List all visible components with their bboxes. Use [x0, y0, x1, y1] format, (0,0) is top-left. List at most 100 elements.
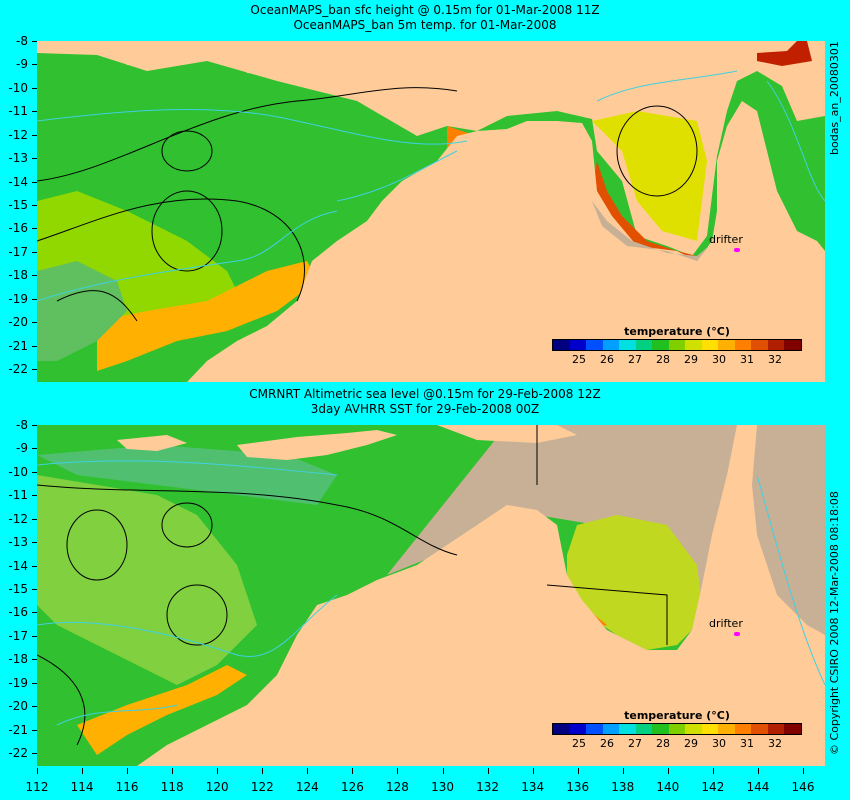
latitude-tick-mark [32, 635, 37, 637]
colorbar-segment [586, 724, 603, 734]
longitude-tick-mark [487, 768, 489, 774]
longitude-tick-mark [532, 768, 534, 774]
gulf-warm-water [567, 515, 702, 650]
longitude-tick-label: 134 [521, 780, 545, 794]
drifter-marker[interactable] [734, 632, 740, 636]
top-temperature-legend: temperature (°C) 25 26 27 28 29 30 31 32 [552, 325, 802, 366]
latitude-tick-mark [32, 612, 37, 614]
latitude-tick-mark [32, 134, 37, 136]
longitude-tick-mark [397, 768, 399, 774]
latitude-tick-mark [32, 448, 37, 450]
latitude-tick-label: -14 [8, 558, 28, 573]
colorbar-segment [569, 724, 587, 734]
longitude-tick-label: 126 [340, 780, 364, 794]
latitude-tick-label: -22 [8, 746, 28, 760]
legend-tick-label: 27 [628, 737, 642, 750]
colorbar-segment [652, 340, 669, 350]
latitude-tick-mark [32, 251, 37, 253]
latitude-tick-label: -19 [8, 675, 28, 690]
longitude-tick-mark [803, 768, 804, 774]
bottom-map-panel[interactable]: drifter temperature (°C) 25 26 27 28 29 30 31 3… [37, 425, 825, 766]
latitude-tick-mark [32, 753, 37, 754]
australia-landmass [137, 425, 825, 766]
bottom-map [37, 425, 825, 766]
legend-tick-labels: 25 26 27 28 29 30 31 32 [552, 351, 802, 366]
sea-level-contours [37, 425, 668, 746]
legend-tick-label: 32 [768, 737, 782, 750]
longitude-tick-mark [217, 768, 219, 774]
copyright-timestamp-label: © Copyright CSIRO 2008 12-Mar-2008 08:18… [828, 491, 841, 755]
latitude-tick-mark [32, 425, 37, 426]
latitude-tick-label: -13 [8, 535, 28, 550]
colorbar-segment [767, 724, 785, 734]
legend-tick-label: 27 [628, 353, 642, 366]
cool-patch-south [37, 261, 127, 361]
latitude-tick-mark [32, 471, 37, 473]
drifter-marker[interactable] [734, 248, 740, 252]
north-cool-scatter [37, 445, 337, 505]
longitude-tick-label: 116 [115, 780, 139, 794]
longitude-tick-label: 112 [25, 780, 49, 794]
colorbar-segment [751, 340, 768, 350]
drifter-label: drifter [709, 233, 743, 246]
longitude-tick-label: 146 [791, 780, 815, 794]
colorbar-segment [619, 340, 636, 350]
gulf-warm-water [592, 111, 707, 241]
latitude-tick-label: -9 [16, 441, 28, 456]
latitude-tick-label: -14 [8, 174, 28, 189]
latitude-tick-label: -8 [16, 34, 28, 48]
latitude-tick-label: -10 [8, 464, 28, 479]
latitude-tick-mark [32, 729, 37, 731]
longitude-tick-mark [172, 768, 174, 774]
top-run-id-label: bodas_an_20080301 [828, 41, 841, 155]
latitude-tick-label: -12 [8, 511, 28, 526]
colorbar-segment [569, 340, 587, 350]
no-data-shelf [592, 201, 709, 261]
island-png [737, 41, 797, 53]
latitude-tick-mark [32, 518, 37, 520]
latitude-tick-label: -15 [8, 198, 28, 212]
latitude-tick-label: -21 [8, 722, 28, 737]
latitude-tick-mark [32, 41, 37, 42]
latitude-tick-mark [32, 228, 37, 230]
bottom-title-line2: 3day AVHRR SST for 29-Feb-2008 00Z [310, 402, 540, 416]
latitude-tick-mark [32, 706, 37, 708]
bathymetry-contours [37, 70, 825, 302]
sea-level-contours [37, 87, 698, 322]
island-north [437, 41, 577, 59]
colorbar [552, 339, 802, 351]
legend-tick-label: 29 [684, 737, 698, 750]
latitude-tick-mark [32, 322, 37, 324]
colorbar-segment [701, 340, 719, 350]
latitude-tick-mark [32, 181, 37, 183]
latitude-tick-mark [32, 495, 37, 497]
latitude-tick-mark [32, 298, 37, 300]
longitude-tick-label: 122 [250, 780, 274, 794]
top-map-panel[interactable]: drifter temperature (°C) 25 26 27 28 29 30 31 3… [37, 41, 825, 382]
australia-landmass [187, 101, 825, 382]
latitude-tick-label: -16 [8, 221, 28, 236]
colorbar-segment [553, 724, 570, 734]
latitude-tick-label: -18 [8, 268, 28, 283]
colorbar-segment [652, 724, 669, 734]
legend-tick-label: 26 [600, 353, 614, 366]
longitude-tick-mark [37, 768, 38, 774]
longitude-tick-mark [352, 768, 354, 774]
latitude-tick-label: -22 [8, 362, 28, 376]
colorbar-segment [635, 340, 653, 350]
colorbar-segment [668, 340, 686, 350]
legend-tick-label: 25 [572, 353, 586, 366]
top-title-line2: OceanMAPS_ban 5m temp. for 01-Mar-2008 [293, 18, 557, 32]
longitude-tick-label: 114 [70, 780, 94, 794]
colorbar-segment [701, 724, 719, 734]
legend-tick-label: 29 [684, 353, 698, 366]
colorbar-segment [718, 340, 735, 350]
latitude-tick-mark [32, 542, 37, 544]
colorbar-segment [635, 724, 653, 734]
colorbar-segment [734, 340, 752, 350]
island-timor [237, 46, 397, 76]
legend-tick-label: 31 [740, 353, 754, 366]
colorbar-segment [619, 724, 636, 734]
top-title-line1: OceanMAPS_ban sfc height @ 0.15m for 01-… [250, 3, 600, 17]
longitude-tick-mark [712, 768, 714, 774]
